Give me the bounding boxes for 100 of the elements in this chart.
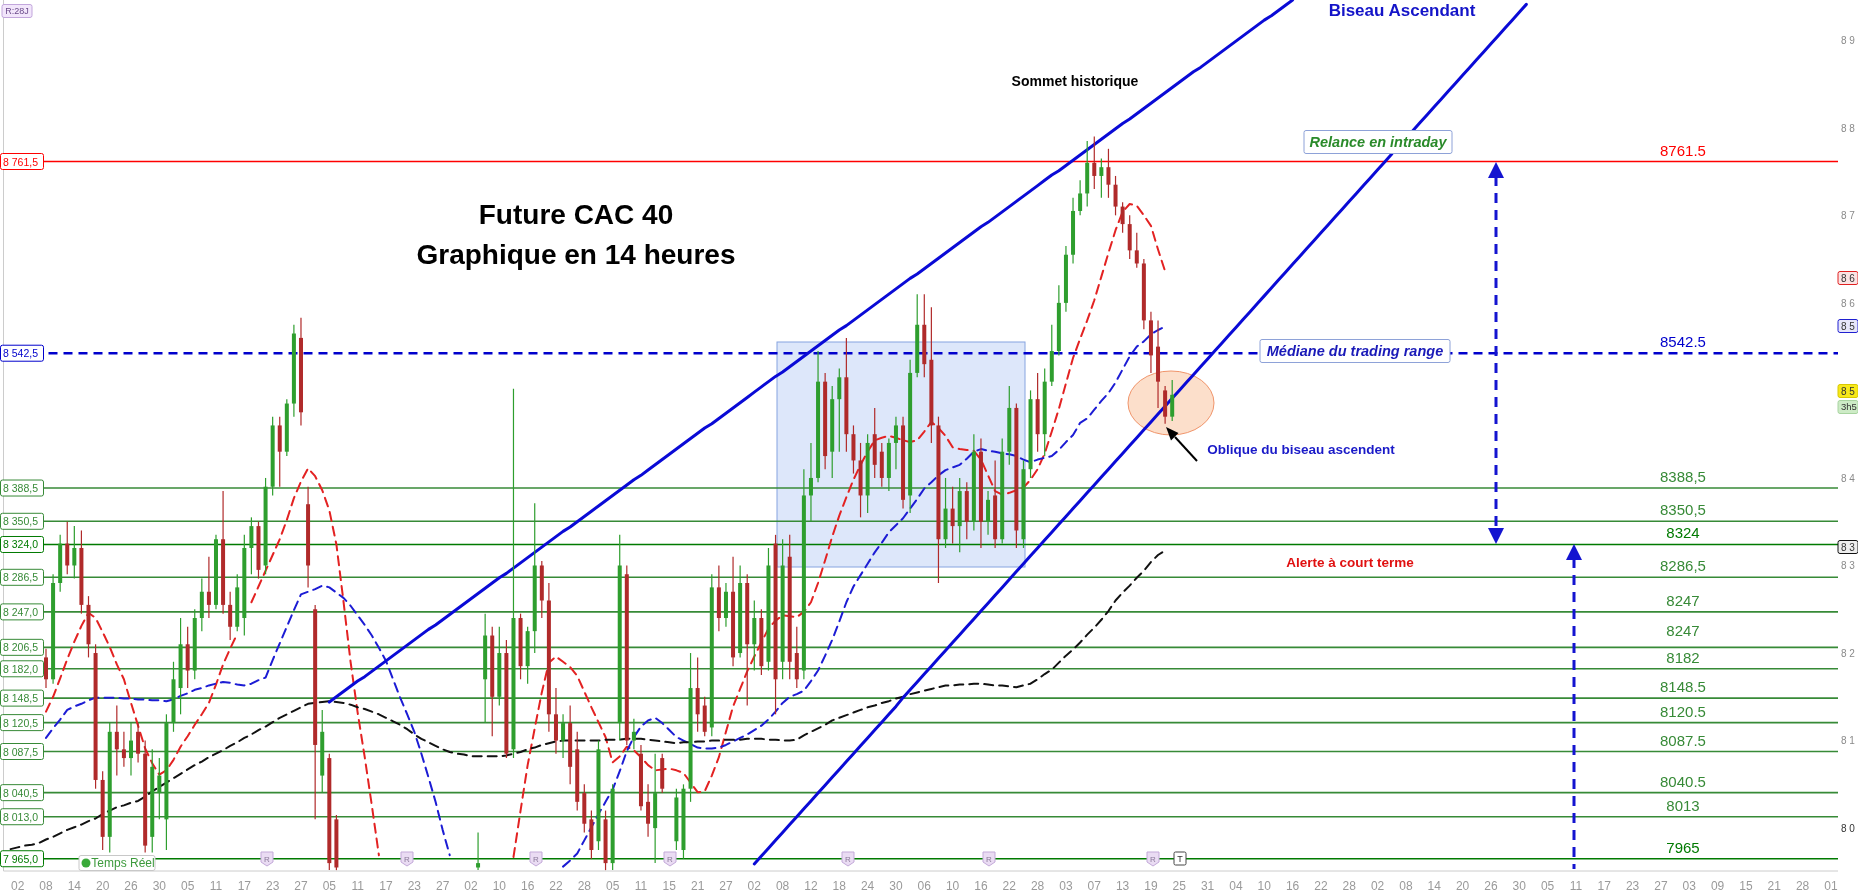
ref-line-label: 8247 <box>1666 591 1700 609</box>
x-tick-label: 24 <box>860 878 875 891</box>
y-tick-label: 8 324,0 <box>3 538 39 551</box>
x-tick-label: 21 <box>690 878 705 891</box>
x-tick-label: 28 <box>1030 878 1045 891</box>
x-tick-label: 06 <box>917 878 932 891</box>
ref-line-label: 8388,5 <box>1660 468 1706 486</box>
candlestick <box>1120 201 1125 234</box>
candlestick <box>561 713 566 759</box>
x-tick-label: 10 <box>945 878 960 891</box>
text: 8 1 <box>1841 734 1856 746</box>
candlestick <box>65 521 70 575</box>
ref-line-label: 8120.5 <box>1660 702 1706 720</box>
x-tick-label: 22 <box>1002 878 1017 891</box>
x-tick-label: 21 <box>1767 878 1782 891</box>
ref-line-label: 8148.5 <box>1660 678 1706 696</box>
y-tick-label: 8 148,5 <box>3 692 39 705</box>
x-tick-label: 02 <box>464 878 478 891</box>
candlestick <box>114 704 119 777</box>
x-tick-label: 10 <box>1257 878 1272 891</box>
candlestick <box>206 556 211 619</box>
x-tick-label: 08 <box>1399 878 1413 891</box>
text: 8 6 <box>1841 272 1856 284</box>
candlestick <box>631 718 636 750</box>
x-tick-label: 09 <box>1710 878 1725 891</box>
text: 3h5 <box>1841 401 1857 413</box>
x-tick-label: 03 <box>1059 878 1073 891</box>
text: 8 5 <box>1841 320 1856 332</box>
x-tick-label: 14 <box>67 878 82 891</box>
x-tick-label: 11 <box>351 878 365 891</box>
x-tick-label: 30 <box>152 878 167 891</box>
x-tick-label: 05 <box>605 878 620 891</box>
y-tick-label: 8 761,5 <box>3 155 39 168</box>
x-tick-label: 30 <box>889 878 903 891</box>
x-tick-label: 05 <box>1540 878 1555 891</box>
text: 8 8 <box>1841 122 1856 134</box>
y-tick-label: 7 965,0 <box>3 852 39 865</box>
candlestick <box>128 722 133 777</box>
x-tick-label: 07 <box>1087 878 1102 891</box>
y-tick-label: 8 182,0 <box>3 662 39 675</box>
ref-line-label: 8087.5 <box>1660 731 1706 749</box>
x-tick-label: 25 <box>1172 878 1187 891</box>
y-tick-label: 8 247,0 <box>3 605 39 618</box>
candlestick <box>157 757 162 820</box>
x-tick-label: 27 <box>435 878 450 891</box>
text: 8 5 <box>1841 385 1856 397</box>
candlestick <box>950 486 955 545</box>
annotation: R <box>1150 854 1157 864</box>
y-tick-label: 8 087,5 <box>3 745 39 758</box>
text: 8 3 <box>1841 541 1856 553</box>
candlestick <box>1092 135 1097 190</box>
x-tick-label: 31 <box>1200 878 1215 891</box>
annotation: R <box>533 854 540 864</box>
x-tick-label: 23 <box>1625 878 1640 891</box>
x-tick-label: 16 <box>1285 878 1300 891</box>
x-tick-label: 23 <box>407 878 422 891</box>
x-tick-label: 28 <box>1795 878 1810 891</box>
text: 8 7 <box>1841 209 1856 221</box>
x-tick-label: 05 <box>322 878 337 891</box>
candlestick <box>986 490 991 536</box>
text: 8 6 <box>1841 297 1856 309</box>
x-tick-label: 10 <box>492 878 507 891</box>
x-tick-label: 16 <box>520 878 535 891</box>
x-tick-label: 05 <box>180 878 195 891</box>
annotation: Temps Réel <box>91 856 155 871</box>
annotation: Sommet historique <box>1011 72 1139 89</box>
y-tick-label: 8 206,5 <box>3 641 39 654</box>
y-tick-label: 8 350,5 <box>3 515 39 528</box>
x-tick-label: 27 <box>719 878 733 891</box>
text: 8 0 <box>1841 822 1856 834</box>
x-tick-label: 17 <box>379 878 393 891</box>
x-tick-label: 15 <box>662 878 677 891</box>
candlestick <box>646 783 651 838</box>
candlestick <box>228 591 233 641</box>
x-tick-label: 08 <box>775 878 790 891</box>
x-tick-label: 14 <box>1427 878 1442 891</box>
x-tick-label: 22 <box>1314 878 1328 891</box>
x-tick-label: 02 <box>747 878 762 891</box>
ref-line-label: 8761.5 <box>1660 141 1706 159</box>
x-tick-label: 03 <box>1682 878 1697 891</box>
text: 8 4 <box>1841 472 1856 484</box>
annotation: R <box>404 854 411 864</box>
candlestick <box>837 367 842 453</box>
annotation: R <box>667 854 674 864</box>
x-tick-label: 27 <box>294 878 308 891</box>
annotation: Alerte à court terme <box>1286 554 1415 570</box>
text: Future CAC 40 <box>478 199 674 230</box>
candlestick <box>44 648 48 689</box>
candlestick <box>249 516 254 575</box>
x-tick-label: 11 <box>1569 878 1583 891</box>
x-tick-label: 15 <box>1739 878 1753 891</box>
y-tick-label: 8 286,5 <box>3 571 39 584</box>
text: 8 9 <box>1841 34 1856 46</box>
x-tick-label: 17 <box>237 878 252 891</box>
x-tick-label: 17 <box>1597 878 1612 891</box>
x-tick-label: 20 <box>1455 878 1470 891</box>
x-tick-label: 02 <box>1370 878 1385 891</box>
y-tick-label: 8 120,5 <box>3 716 39 729</box>
ref-line-label: 8182 <box>1666 648 1700 666</box>
x-tick-label: 19 <box>1144 878 1158 891</box>
